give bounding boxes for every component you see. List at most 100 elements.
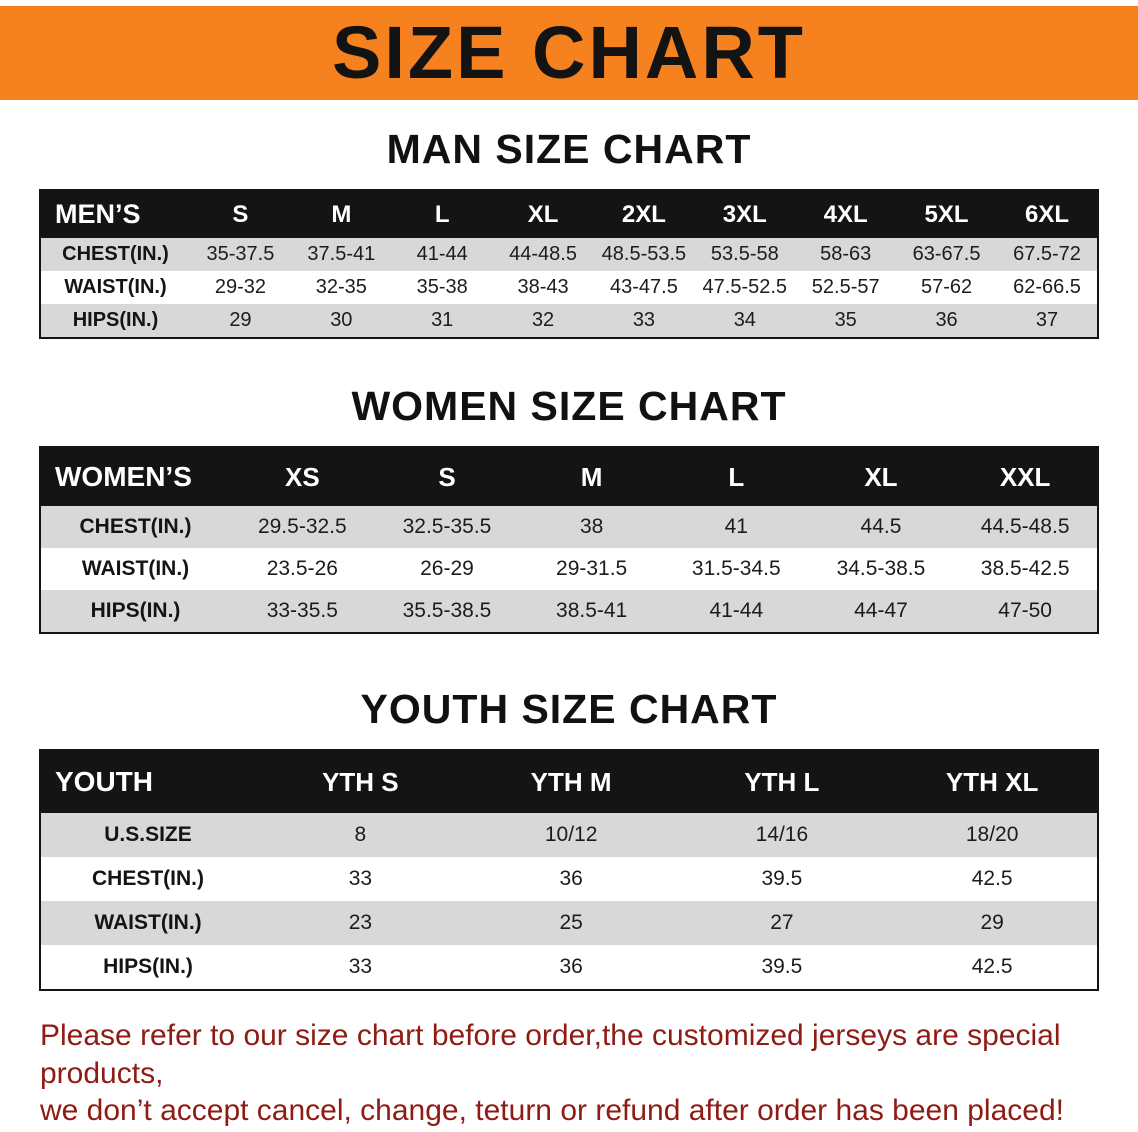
size-header-cell: 3XL [722,200,767,228]
table-header-row: WOMEN’S XS S M L XL XXL [40,447,1098,506]
row-label: WAIST(IN.) [94,911,202,934]
value-cell: 57-62 [920,276,973,298]
row-label: U.S.SIZE [104,823,192,846]
table-title-cell: WOMEN’S [55,461,192,492]
table-row: CHEST(IN.) 35-37.5 37.5-41 41-44 44-48.5 48.5… [40,238,1098,271]
table-header-row: MEN’S S M L XL 2XL 3XL 4XL 5XL 6XL [40,190,1098,238]
value-cell: 44-47 [854,599,908,622]
value-cell: 35.5-38.5 [402,599,492,622]
size-header-cell: YTH S [322,766,399,797]
value-cell: 39.5 [761,955,803,978]
value-cell: 47.5-52.5 [702,276,788,298]
value-cell: 14/16 [755,823,809,846]
value-cell: 8 [354,823,367,846]
value-cell: 32 [531,309,555,331]
value-cell: 36 [935,309,958,331]
value-cell: 63-67.5 [912,243,981,265]
youth-size-table: YOUTH YTH S YTH M YTH L YTH XL U.S.SIZE 8 10/12… [39,749,1099,991]
value-cell: 42.5 [971,867,1013,890]
value-cell: 23.5-26 [266,557,338,580]
size-header-cell: 5XL [924,200,969,228]
men-size-section: MAN SIZE CHART MEN’S S M L XL 2XL 3XL 4XL 5XL 6XL… [0,126,1138,339]
value-cell: 34 [733,309,756,331]
size-header-cell: 6XL [1024,200,1069,228]
value-cell: 10/12 [544,823,598,846]
row-label: CHEST(IN.) [62,243,169,265]
value-cell: 62-66.5 [1013,276,1081,298]
size-header-cell: M [331,200,352,228]
table-row: WAIST(IN.) 23.5-26 26-29 29-31.5 31.5-34.5 34… [40,548,1098,590]
value-cell: 35 [834,309,857,331]
value-cell: 37 [1035,309,1059,331]
table-row: WAIST(IN.) 23 25 27 29 [40,901,1098,945]
value-cell: 38.5-41 [556,599,628,622]
size-chart-page: SIZE CHART MAN SIZE CHART MEN’S S M L XL 2XL 3… [0,6,1138,1132]
value-cell: 35-38 [416,276,468,298]
banner: SIZE CHART [0,6,1138,100]
row-label: CHEST(IN.) [92,867,204,890]
value-cell: 38 [579,515,604,538]
women-section-title: WOMEN SIZE CHART [351,383,787,429]
value-cell: 18/20 [965,823,1019,846]
value-cell: 33-35.5 [266,599,338,622]
table-row: HIPS(IN.) 29 30 31 32 33 34 35 36 37 [40,304,1098,338]
size-header-cell: M [580,461,603,492]
value-cell: 35-37.5 [206,243,275,265]
women-size-table: WOMEN’S XS S M L XL XXL CHEST(IN.) 29.5-32.5 32.5… [39,446,1099,634]
value-cell: 31.5-34.5 [691,557,781,580]
value-cell: 58-63 [820,243,872,265]
size-header-cell: S [438,461,456,492]
value-cell: 33 [632,309,656,331]
value-cell: 30 [330,309,353,331]
value-cell: 47-50 [998,599,1052,622]
value-cell: 67.5-72 [1013,243,1081,265]
value-cell: 48.5-53.5 [601,243,687,265]
size-header-cell: L [434,200,450,228]
value-cell: 41-44 [709,599,764,622]
value-cell: 41 [724,515,748,538]
table-title-cell: MEN’S [55,199,141,229]
value-cell: 41-44 [416,243,468,265]
row-label: HIPS(IN.) [103,955,193,978]
size-header-cell: 2XL [621,200,666,228]
value-cell: 36 [559,867,583,890]
youth-section-title: YOUTH SIZE CHART [360,686,778,732]
value-cell: 32-35 [315,276,367,298]
value-cell: 34.5-38.5 [836,557,926,580]
size-header-cell: YTH XL [945,766,1039,797]
value-cell: 44.5-48.5 [980,515,1070,538]
value-cell: 42.5 [971,955,1013,978]
size-header-cell: L [728,461,745,492]
value-cell: 23 [348,911,373,934]
value-cell: 52.5-57 [811,276,880,298]
value-cell: 39.5 [761,867,803,890]
value-cell: 27 [770,911,794,934]
value-cell: 29 [229,309,252,331]
size-header-cell: XL [527,200,559,228]
value-cell: 31 [431,309,454,331]
table-row: CHEST(IN.) 29.5-32.5 32.5-35.5 38 41 44.5 44.5… [40,506,1098,548]
value-cell: 29 [980,911,1004,934]
value-cell: 37.5-41 [307,243,376,265]
value-cell: 29-31.5 [556,557,628,580]
table-row: HIPS(IN.) 33-35.5 35.5-38.5 38.5-41 41-44 44-… [40,590,1098,633]
row-label: HIPS(IN.) [72,309,159,331]
value-cell: 29.5-32.5 [257,515,347,538]
size-header-cell: YTH L [744,766,820,797]
value-cell: 29-32 [214,276,267,298]
value-cell: 43-47.5 [610,276,678,298]
size-header-cell: 4XL [823,200,868,228]
size-header-cell: XL [864,461,898,492]
women-size-section: WOMEN SIZE CHART WOMEN’S XS S M L XL XXL CHEST(… [0,383,1138,634]
table-header-row: YOUTH YTH S YTH M YTH L YTH XL [40,750,1098,813]
table-title-cell: YOUTH [55,766,153,797]
value-cell: 25 [559,911,583,934]
value-cell: 26-29 [420,557,474,580]
value-cell: 38.5-42.5 [980,557,1070,580]
value-cell: 44-48.5 [509,243,577,265]
size-header-cell: XS [284,461,320,492]
table-row: CHEST(IN.) 33 36 39.5 42.5 [40,857,1098,901]
table-row: HIPS(IN.) 33 36 39.5 42.5 [40,945,1098,990]
size-header-cell: S [232,200,249,228]
table-row: WAIST(IN.) 29-32 32-35 35-38 38-43 43-47.5 47.… [40,271,1098,304]
